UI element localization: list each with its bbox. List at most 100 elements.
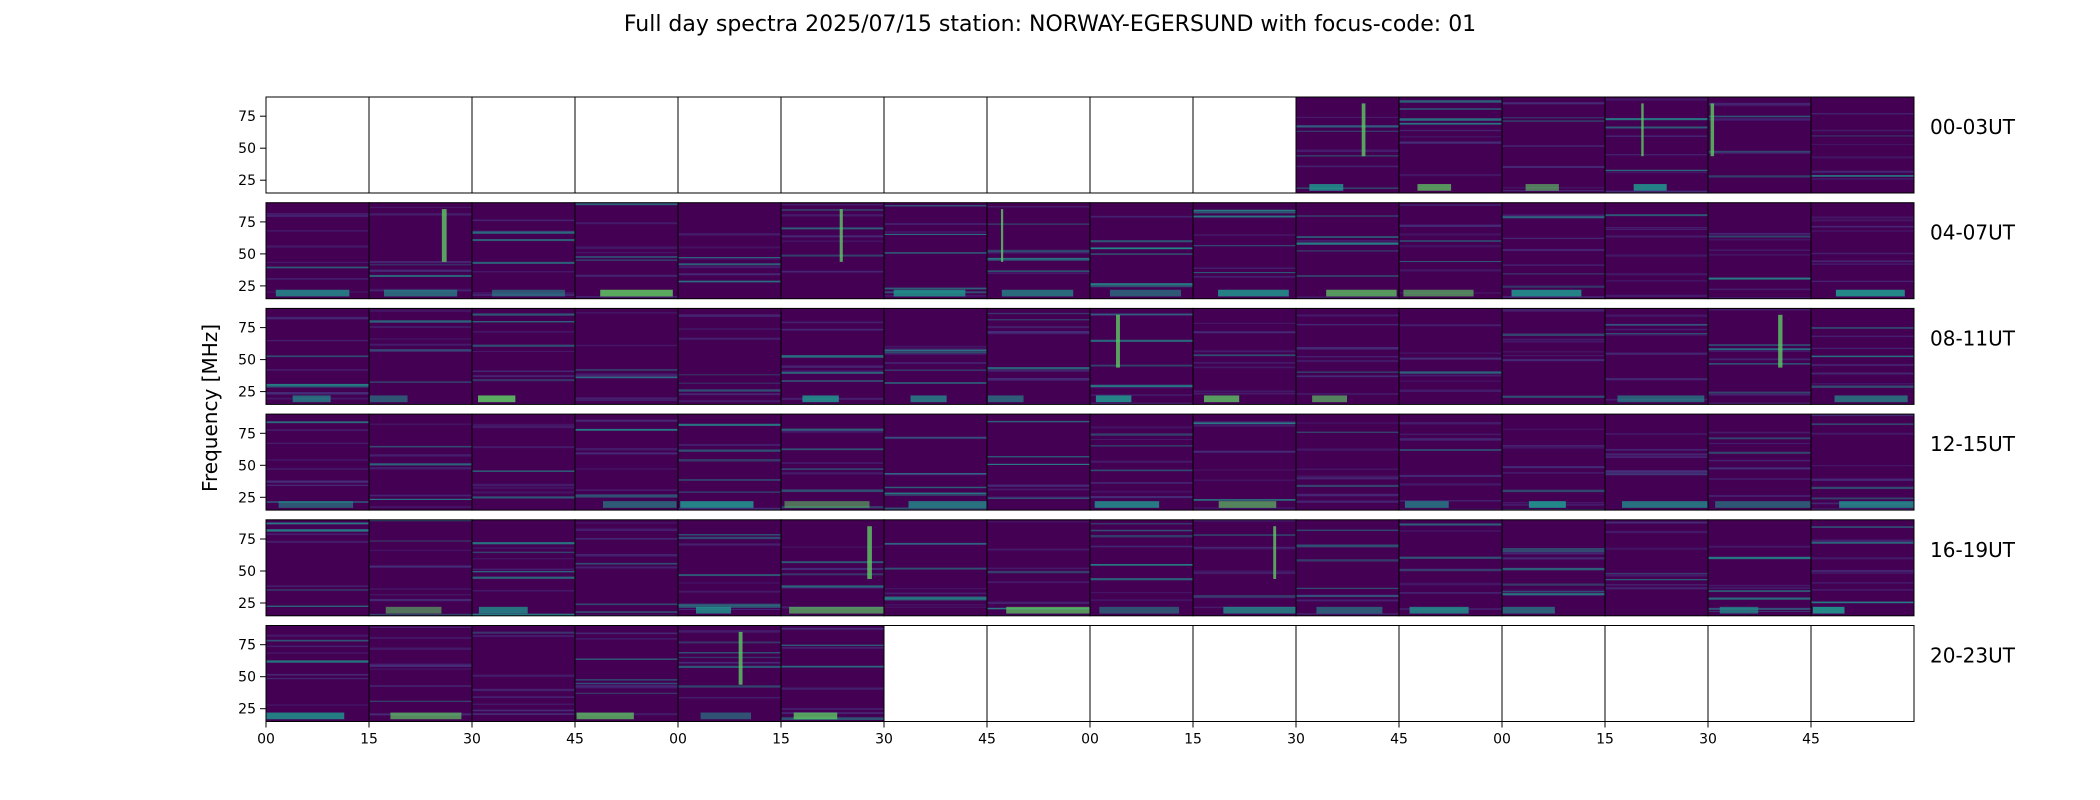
spectral-line <box>575 692 678 695</box>
spectral-line <box>1296 347 1399 350</box>
spectral-line <box>678 534 781 536</box>
spectrum-background <box>369 625 472 722</box>
spectral-line <box>369 506 472 508</box>
spectral-line <box>1605 328 1708 331</box>
spectral-line <box>575 368 678 371</box>
spectral-line <box>987 570 1090 574</box>
empty-panel <box>266 97 369 193</box>
spectral-line <box>472 688 575 692</box>
spectral-line <box>1296 594 1399 597</box>
spectral-line <box>266 213 369 215</box>
spectrum-panel <box>1295 519 1400 617</box>
spectrum-panel <box>780 307 885 405</box>
spectral-line <box>1708 344 1811 346</box>
spectral-line <box>1811 252 1914 255</box>
spectral-line <box>678 652 781 654</box>
spectral-line <box>575 638 678 640</box>
spectral-line <box>266 589 369 591</box>
spectral-line <box>369 594 472 596</box>
panel-frame <box>1810 625 1915 722</box>
spectral-line <box>1296 323 1399 326</box>
spectral-line <box>369 261 472 264</box>
spectral-line <box>1708 556 1811 560</box>
empty-panel <box>781 97 884 193</box>
spectral-line <box>1811 570 1914 572</box>
spectral-line <box>678 508 781 511</box>
spectrum-panel <box>1604 307 1709 405</box>
spectral-line <box>1811 372 1914 375</box>
low-band-emission <box>1633 184 1667 191</box>
spectral-line <box>1811 588 1914 591</box>
spectral-line <box>1708 102 1811 106</box>
y-tick-label: 25 <box>238 173 256 189</box>
spectral-line <box>1296 155 1399 157</box>
spectral-line <box>1090 384 1193 387</box>
spectral-line <box>1296 215 1399 217</box>
spectral-line <box>781 644 884 646</box>
spectral-line <box>1090 460 1193 463</box>
spectra-row: 25 50 75 16-19UT <box>238 519 2016 617</box>
spectral-line <box>1605 171 1708 174</box>
spectral-line <box>575 562 678 565</box>
panel-frame <box>1810 413 1915 511</box>
spectral-line <box>1605 228 1708 231</box>
low-band-emission <box>1525 184 1559 191</box>
spectral-line <box>678 685 781 688</box>
spectral-line <box>781 209 884 211</box>
spectral-line <box>575 603 678 606</box>
spectral-line <box>369 549 472 552</box>
low-band-emission <box>1404 501 1449 508</box>
spectral-line <box>1399 129 1502 132</box>
spectral-line <box>1708 590 1811 592</box>
spectral-line <box>266 634 369 637</box>
spectral-line <box>1296 275 1399 277</box>
empty-panel <box>1708 625 1811 722</box>
spectral-line <box>1502 593 1605 596</box>
spectral-line <box>1708 442 1811 445</box>
spectral-line <box>1605 456 1708 458</box>
spectrum-background <box>1811 97 1914 193</box>
spectral-line <box>1090 534 1193 538</box>
spectral-line <box>987 378 1090 381</box>
spectral-line <box>884 606 987 608</box>
spectral-line <box>1193 572 1296 574</box>
spectral-line <box>1708 348 1811 351</box>
spectrum-panel <box>1089 519 1194 617</box>
spectral-line <box>1502 145 1605 148</box>
spectral-line <box>1399 224 1502 227</box>
spectral-line <box>1605 469 1708 473</box>
spectral-line <box>1399 483 1502 486</box>
spectral-line <box>987 484 1090 487</box>
spectrum-background <box>1090 414 1193 511</box>
spectral-line <box>1502 120 1605 122</box>
spectrum-panel <box>883 202 988 300</box>
spectral-line <box>1399 422 1502 425</box>
spectral-line <box>678 603 781 607</box>
spectral-line <box>369 445 472 448</box>
y-tick-label: 50 <box>238 458 256 474</box>
spectral-line <box>987 251 1090 254</box>
spectrum-panel <box>471 625 576 722</box>
spectrum-panel <box>883 307 988 405</box>
low-band-emission <box>369 395 408 403</box>
spectral-line <box>1708 495 1811 497</box>
low-band-emission <box>275 289 350 297</box>
spectrum-panel <box>1810 307 1915 405</box>
spectral-line <box>1605 294 1708 297</box>
spectral-line <box>472 261 575 264</box>
spectral-line <box>1502 102 1605 105</box>
x-tick-label: 45 <box>978 732 996 748</box>
spectral-line <box>678 543 781 546</box>
spectral-line <box>781 448 884 451</box>
spectral-line <box>1708 431 1811 434</box>
x-tick-label: 30 <box>1287 732 1305 748</box>
low-band-emission <box>1528 501 1566 508</box>
spectral-line <box>1708 152 1811 154</box>
spectral-line <box>472 576 575 579</box>
spectral-line <box>1296 371 1399 373</box>
spectrum-background <box>781 519 884 616</box>
y-tick-label: 25 <box>238 279 256 295</box>
spectral-line <box>1193 209 1296 212</box>
y-tick-label: 25 <box>238 702 256 718</box>
spectral-line <box>266 533 369 536</box>
